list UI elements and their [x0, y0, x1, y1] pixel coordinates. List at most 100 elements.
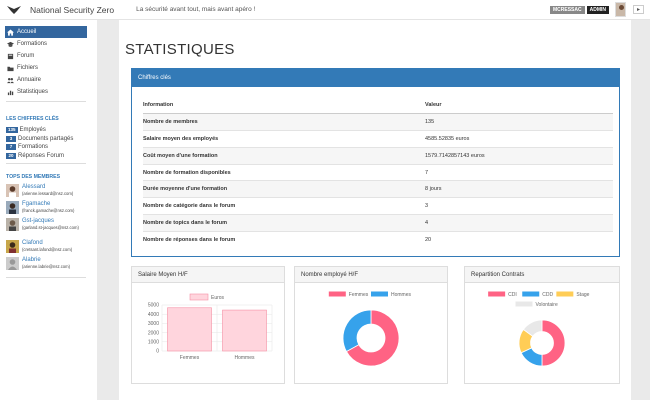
logo-icon[interactable] [7, 5, 21, 15]
contracts-doughnut-chart: CDI CDD Stage Volontaire [488, 291, 590, 367]
member-email: (cretsant.lafond@nsz.com) [22, 247, 73, 252]
doughnut-slice [342, 309, 372, 353]
folder-icon [7, 66, 14, 71]
x-tick-label: Femmes [180, 355, 200, 361]
avatar [6, 257, 19, 270]
salary-chart-card: Salaire Moyen H/F Euros 0 1000 2000 3000 4000… [131, 266, 285, 384]
row-value: 4 [425, 214, 613, 232]
legend-swatch [189, 293, 209, 301]
key-figure-label: Documents partagés [18, 135, 74, 142]
home-icon [7, 28, 14, 36]
table-row: Nombre de topics dans le forum 4 [143, 214, 613, 232]
member-item[interactable]: Alessard (arienne.lessard@nsz.com) [6, 184, 97, 201]
book-icon [7, 53, 14, 59]
key-figure-item[interactable]: 135 Employés [6, 126, 97, 135]
gender-chart-card: Nombre employé H/F Femmes Hommes [294, 266, 448, 384]
chart-title: Salaire Moyen H/F [132, 267, 284, 283]
row-value: 7 [425, 163, 613, 181]
graduation-cap-icon [7, 41, 14, 47]
panel-heading: Chiffres clés [132, 69, 619, 87]
nav-accueil[interactable]: Accueil [5, 26, 87, 38]
member-name[interactable]: Clafond [22, 240, 43, 246]
table-row: Durée moyenne d'une formation 8 jours [143, 180, 613, 198]
legend-label: CDI [508, 292, 517, 298]
x-tick-label: Hommes [234, 355, 255, 361]
divider [6, 101, 86, 102]
user-avatar[interactable] [614, 2, 626, 17]
legend-label: Hommes [391, 292, 412, 298]
legend-label: Euros [211, 295, 225, 301]
legend-label: Femmes [349, 292, 369, 298]
count-badge: 3 [6, 135, 16, 142]
main-content: STATISTIQUES Chiffres clés Information V… [97, 20, 650, 400]
y-tick-label: 0 [156, 349, 159, 355]
top-navbar: National Security Zero La sécurité avant… [0, 0, 650, 20]
member-email: (franck.gamache@nsz.com) [22, 208, 75, 213]
y-tick-label: 2000 [148, 330, 159, 336]
doughnut-slice [541, 319, 566, 367]
table-row: Coût moyen d'une formation 1579.714285714… [143, 146, 613, 165]
nav-label: Forum [17, 53, 35, 59]
member-item[interactable]: Alabrie (arienne.labrie@nsz.com) [6, 257, 97, 274]
nav-label: Accueil [17, 29, 37, 35]
avatar [6, 184, 19, 197]
column-header: Valeur [425, 97, 613, 115]
row-value: 3 [425, 197, 613, 215]
member-name[interactable]: Alessard [22, 184, 46, 190]
bar [167, 307, 212, 352]
chart-title: Nombre employé H/F [295, 267, 447, 283]
tagline: La sécurité avant tout, mais avant apéro… [136, 6, 256, 13]
count-badge: 7 [6, 144, 16, 151]
language-switch[interactable]: ▸ [632, 5, 644, 14]
nav-formations[interactable]: Formations [5, 38, 87, 50]
row-label: Nombre de topics dans le forum [143, 214, 425, 232]
doughnut-slice [522, 319, 543, 337]
legend-swatch [488, 291, 506, 297]
top-members-heading: TOPS DES MEMBRES [6, 174, 61, 180]
member-item[interactable]: Gst-jacques (garland.st-jacques@nsz.com) [6, 218, 97, 240]
bar-chart-icon [7, 90, 14, 95]
y-tick-label: 3000 [148, 321, 159, 327]
users-icon [7, 77, 14, 83]
legend-swatch [371, 291, 388, 297]
key-figure-item[interactable]: 7 Formations [6, 143, 97, 152]
nav-forum[interactable]: Forum [5, 50, 87, 62]
member-name[interactable]: Alabrie [22, 257, 41, 263]
key-figure-item[interactable]: 3 Documents partagés [6, 135, 97, 144]
content-panel: STATISTIQUES Chiffres clés Information V… [119, 20, 631, 400]
avatar [6, 218, 19, 231]
row-label: Durée moyenne d'une formation [143, 180, 425, 198]
member-item[interactable]: Fgamache (franck.gamache@nsz.com) [6, 201, 97, 218]
member-item[interactable]: Clafond (cretsant.lafond@nsz.com) [6, 240, 97, 257]
y-tick-label: 1000 [148, 340, 159, 346]
nav-label: Annuaire [17, 77, 42, 83]
nav-statistiques[interactable]: Statistiques [5, 86, 87, 98]
legend-label: CDD [542, 292, 553, 298]
key-figure-label: Formations [18, 144, 49, 151]
legend-swatch [556, 291, 574, 297]
legend-swatch [522, 291, 540, 297]
row-label: Nombre de catégorie dans le forum [143, 197, 425, 215]
bar [222, 309, 267, 352]
username-badge[interactable]: MCRESSAC [549, 5, 585, 14]
nav-annuaire[interactable]: Annuaire [5, 74, 87, 86]
table-row: Nombre de formation disponibles 7 [143, 163, 613, 181]
nav-fichiers[interactable]: Fichiers [5, 62, 87, 74]
table-row: Nombre de catégorie dans le forum 3 [143, 197, 613, 215]
avatar [6, 201, 19, 214]
member-name[interactable]: Fgamache [22, 201, 51, 207]
doughnut-slice [345, 309, 400, 367]
row-value: 1579.7142857143 euros [425, 146, 613, 165]
row-value: 8 jours [425, 180, 613, 198]
brand-name[interactable]: National Security Zero [30, 4, 115, 15]
key-figure-item[interactable]: 20 Réponses Forum [6, 152, 97, 161]
y-tick-label: 4000 [148, 312, 159, 318]
avatar [6, 240, 19, 253]
divider [6, 163, 86, 164]
key-figure-label: Réponses Forum [18, 152, 65, 159]
table-row: Salaire moyen des employés 4585.52835 eur… [143, 130, 613, 148]
member-name[interactable]: Gst-jacques [22, 218, 55, 224]
y-tick-label: 5000 [148, 303, 159, 309]
table-row: Nombre de réponses dans le forum 20 [143, 230, 613, 249]
sidebar: Accueil Formations Forum Fichiers Annuai… [0, 20, 97, 400]
